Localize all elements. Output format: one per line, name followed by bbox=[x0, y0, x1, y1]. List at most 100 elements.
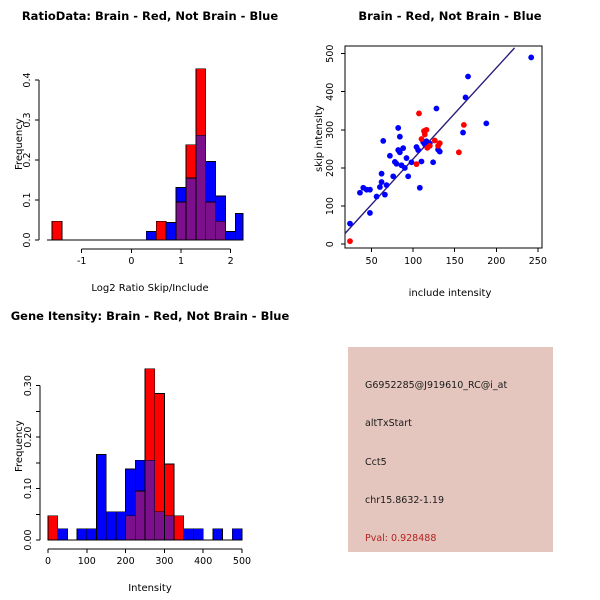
y-tick-label: 0.00 bbox=[23, 529, 34, 550]
y-tick-label: 0.4 bbox=[22, 72, 33, 87]
scatter-point bbox=[405, 173, 412, 180]
y-tick-label: 0.1 bbox=[22, 192, 33, 207]
y-tick-label: 100 bbox=[325, 197, 336, 215]
scatter-point bbox=[416, 184, 423, 191]
scatter-plot: 0 100 200 300 400 500 50 100 150 200 250 bbox=[325, 45, 547, 267]
hist-bar-overlap bbox=[134, 490, 146, 541]
hist-bar bbox=[57, 528, 68, 541]
scatter-point bbox=[418, 136, 425, 142]
scatter-point bbox=[408, 159, 415, 166]
hist-bar-overlap bbox=[175, 201, 187, 241]
scatter-point bbox=[347, 238, 353, 245]
hist-bar-overlap bbox=[154, 511, 165, 541]
scatter-point bbox=[418, 158, 425, 165]
scatter-panel: Brain - Red, Not Brain - Blue 0 100 200 300… bbox=[300, 0, 600, 300]
x-tick-label: 100 bbox=[404, 256, 422, 267]
hist-bar-overlap bbox=[195, 134, 207, 241]
gene-histogram-title: Gene Itensity: Brain - Red, Not Brain - … bbox=[10, 309, 290, 323]
hist-bar bbox=[212, 528, 223, 541]
scatter-xlabel: include intensity bbox=[408, 288, 492, 299]
scatter-point bbox=[380, 138, 387, 144]
x-tick-label: 100 bbox=[78, 556, 96, 567]
gene-histogram-panel: Gene Itensity: Brain - Red, Not Brain - … bbox=[0, 300, 300, 600]
scatter-point bbox=[396, 149, 403, 156]
scatter-point bbox=[433, 105, 440, 112]
y-tick-label: 0.20 bbox=[23, 427, 34, 448]
scatter-point bbox=[528, 54, 535, 61]
y-tick-label: 200 bbox=[325, 159, 336, 177]
y-tick-label: 0.10 bbox=[23, 478, 34, 499]
hist-bar-overlap bbox=[185, 177, 197, 241]
x-tick-label: 150 bbox=[446, 256, 464, 267]
scatter-point bbox=[415, 147, 422, 153]
scatter-point bbox=[436, 140, 443, 147]
hist-bar bbox=[225, 231, 236, 241]
ratio-histogram-panel: RatioData: Brain - Red, Not Brain - Blue… bbox=[0, 0, 300, 300]
scatter-point bbox=[396, 133, 403, 140]
y-tick-label: 0 bbox=[325, 241, 336, 247]
hist-bar bbox=[173, 515, 185, 541]
scatter-point bbox=[465, 73, 471, 80]
x-tick-label: 1 bbox=[178, 256, 184, 267]
location-text: chr15.8632-1.19 bbox=[365, 495, 445, 506]
gene-symbol-text: Cct5 bbox=[365, 457, 387, 468]
scatter-point bbox=[416, 110, 422, 117]
scatter-point bbox=[383, 182, 390, 189]
hist-bar bbox=[96, 454, 107, 541]
hist-bar bbox=[86, 528, 97, 541]
y-tick-label: 500 bbox=[325, 45, 336, 63]
scatter-point bbox=[367, 186, 373, 193]
hist-overlap bbox=[175, 134, 227, 241]
scatter-point bbox=[413, 161, 420, 168]
scatter-point bbox=[430, 159, 437, 166]
scatter-point bbox=[462, 94, 469, 101]
y-tick-label: 300 bbox=[325, 121, 336, 139]
scatter-point bbox=[455, 149, 462, 156]
scatter-point bbox=[381, 191, 388, 198]
scatter-point bbox=[393, 160, 400, 167]
hist-bar bbox=[115, 511, 127, 541]
ratio-histogram-ylabel: Frequency bbox=[14, 118, 25, 170]
x-tick-label: 200 bbox=[117, 556, 135, 567]
y-tick-label: 0.2 bbox=[22, 152, 33, 167]
hist-bar bbox=[105, 511, 117, 541]
x-tick-label: 0 bbox=[45, 556, 51, 567]
scatter-ylabel: skip intensity bbox=[314, 105, 325, 172]
scatter-point bbox=[390, 173, 397, 180]
hist-bar-overlap bbox=[144, 459, 156, 541]
scatter-point bbox=[373, 193, 380, 200]
x-tick-label: 200 bbox=[487, 256, 505, 267]
scatter-point bbox=[436, 148, 443, 155]
y-tick-label: 0.3 bbox=[22, 112, 33, 127]
ratio-histogram-plot: 0.0 0.1 0.2 0.3 0.4 -1 0 1 2 bbox=[22, 68, 244, 267]
gene-histogram-ylabel: Frequency bbox=[14, 420, 25, 472]
hist-bar bbox=[193, 528, 204, 541]
scatter-point bbox=[377, 184, 383, 190]
scatter-point bbox=[403, 155, 410, 161]
x-tick-label: 250 bbox=[529, 256, 547, 267]
gene-info-panel: G6952285@J919610_RC@i_at altTxStart Cct5… bbox=[300, 300, 600, 600]
x-tick-label: 500 bbox=[233, 556, 251, 567]
ratio-histogram-xlabel: Log2 Ratio Skip/Include bbox=[91, 283, 209, 294]
x-tick-label: 300 bbox=[155, 556, 173, 567]
scatter-point bbox=[483, 120, 490, 127]
x-tick-label: 2 bbox=[228, 256, 234, 267]
scatter-point bbox=[386, 152, 393, 159]
hist-bar-overlap bbox=[215, 220, 227, 241]
hist-bar bbox=[76, 528, 88, 541]
hist-bar bbox=[231, 528, 243, 541]
y-tick-label: 0.0 bbox=[22, 232, 33, 247]
y-tick-label: 0.30 bbox=[23, 375, 34, 396]
x-tick-label: 50 bbox=[366, 256, 378, 267]
gene-histogram-xlabel: Intensity bbox=[128, 583, 172, 594]
scatter-point bbox=[401, 165, 408, 171]
scatter-point bbox=[367, 210, 373, 216]
pval-text: Pval: 0.928488 bbox=[365, 533, 437, 544]
x-tick-label: 400 bbox=[194, 556, 212, 567]
hist-bar bbox=[155, 220, 167, 241]
scatter-frame bbox=[344, 45, 543, 249]
scatter-point bbox=[378, 170, 385, 177]
scatter-point bbox=[395, 125, 402, 131]
y-tick-label: 400 bbox=[325, 83, 336, 101]
event-type-text: altTxStart bbox=[365, 418, 412, 429]
